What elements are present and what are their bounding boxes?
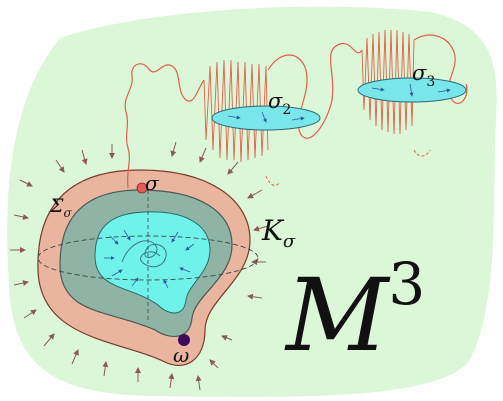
label-sigma-2: σ2 <box>268 89 291 118</box>
core-curve <box>121 240 167 268</box>
manifold-label: M3 <box>284 250 425 374</box>
label-sigma: σ <box>145 171 160 195</box>
dashed-tail-2 <box>413 149 431 157</box>
connecting-curve <box>267 42 363 139</box>
core-flow-arrows <box>104 229 195 289</box>
point-sigma <box>136 182 148 194</box>
dashed-tail-1 <box>265 175 281 186</box>
escaping-curve <box>124 63 205 189</box>
label-Sigma-sigma: Σσ <box>49 195 72 220</box>
point-omega <box>178 334 190 346</box>
disk-sigma-2 <box>211 105 321 131</box>
label-omega: ω <box>173 343 189 367</box>
oscillation-2 <box>361 29 415 135</box>
disk-sigma-3 <box>357 77 467 103</box>
inward-arrows <box>10 141 269 391</box>
curve-tail <box>413 34 468 104</box>
label-sigma-3: σ3 <box>412 61 435 90</box>
label-K-sigma: Kσ <box>261 214 296 252</box>
